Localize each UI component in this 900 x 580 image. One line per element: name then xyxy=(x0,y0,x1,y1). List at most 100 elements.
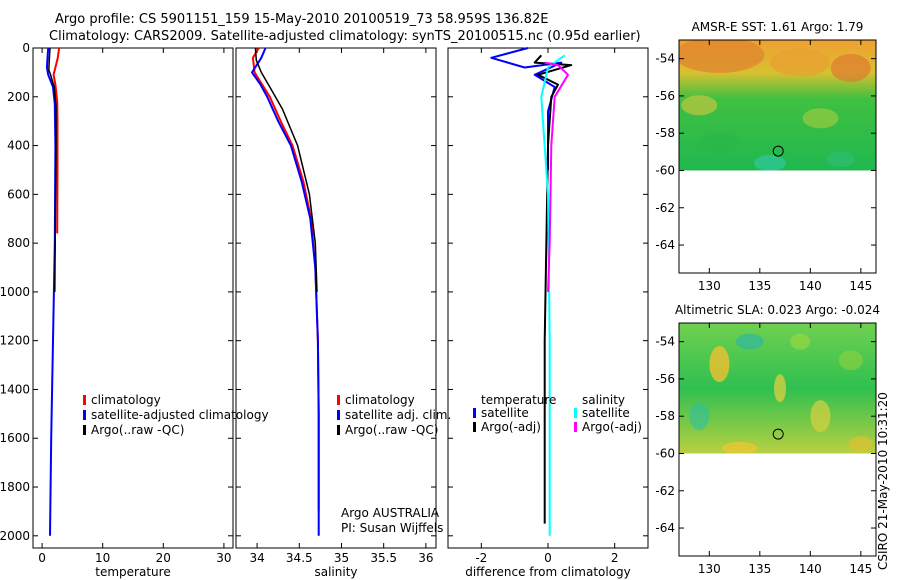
difference-xlabel: difference from climatology xyxy=(465,565,631,579)
figure-title-line2: Climatology: CARS2009. Satellite-adjuste… xyxy=(49,29,641,44)
float-annotation: Argo AUSTRALIA xyxy=(341,506,440,520)
amsre-sst-ytick-label: -62 xyxy=(655,201,675,215)
difference-xtick-label: 0 xyxy=(544,551,552,565)
depth-tick-label: 2000 xyxy=(0,529,30,543)
depth-tick-label: 600 xyxy=(7,187,30,201)
amsre-sst-anomaly xyxy=(753,155,786,171)
altimetric-sla-anomaly xyxy=(721,441,758,454)
amsre-sst-anomaly xyxy=(681,95,718,116)
diff-legend-sal-argo: Argo(-adj) xyxy=(582,420,642,434)
amsre-sst-ytick-label: -58 xyxy=(655,126,675,140)
temperature-series-line xyxy=(52,47,61,234)
altimetric-sla-ytick-label: -56 xyxy=(655,372,675,386)
temperature-legend-entry: climatology xyxy=(91,393,161,407)
altimetric-sla-anomaly xyxy=(735,333,764,350)
amsre-sst-frame xyxy=(678,39,877,274)
temperature-xtick-label: 10 xyxy=(95,551,110,565)
altimetric-sla-title: Altimetric SLA: 0.023 Argo: -0.024 xyxy=(675,303,880,317)
salinity-xtick-label: 34 xyxy=(249,551,264,565)
altimetric-sla-xtick-label: 135 xyxy=(748,562,771,576)
salinity-xtick-label: 35.5 xyxy=(370,551,397,565)
salinity-series-line xyxy=(254,47,318,292)
salinity-legend-entry: satellite adj. clim. xyxy=(345,408,451,422)
amsre-sst-title: AMSR-E SST: 1.61 Argo: 1.79 xyxy=(692,20,864,34)
difference-series-line xyxy=(544,61,569,292)
amsre-sst-anomaly xyxy=(679,40,765,73)
pi-annotation: PI: Susan Wijffels xyxy=(341,521,443,535)
temperature-legend-entry-swatch xyxy=(83,395,86,405)
altimetric-sla-xtick-label: 140 xyxy=(799,562,822,576)
temperature-legend-entry: Argo(..raw -QC) xyxy=(91,423,184,437)
temperature-frame xyxy=(32,47,234,549)
altimetric-sla-anomaly xyxy=(810,400,831,433)
amsre-sst-anomaly xyxy=(830,53,871,82)
altimetric-sla-argo-marker xyxy=(772,428,784,440)
altimetric-sla-map: 130 135 140 145 -54 -56 -58 -60 -62 -64 Altimetric… xyxy=(655,303,880,576)
amsre-sst-ytick-label: -54 xyxy=(655,52,675,66)
amsre-sst-anomaly xyxy=(802,108,839,129)
temperature-legend-entry: satellite-adjusted climatology xyxy=(91,408,269,422)
altimetric-sla-anomaly xyxy=(689,402,710,431)
amsre-sst-argo-marker xyxy=(772,145,784,157)
salinity-xtick-label: 34.5 xyxy=(286,551,313,565)
figure-title-line1: Argo profile: CS 5901151_159 15-May-2010… xyxy=(55,12,549,27)
depth-tick-label: 400 xyxy=(7,139,30,153)
amsre-sst-anomaly xyxy=(699,132,740,153)
temperature-xtick-label: 30 xyxy=(216,551,231,565)
temperature-panel: 0 10 20 30 temperature 0 200 400 600 800 1000 1200 1… xyxy=(0,41,269,579)
altimetric-sla-anomalies xyxy=(689,333,873,454)
salinity-legend-entry-swatch xyxy=(337,425,340,435)
difference-xtick-label: 2 xyxy=(611,551,619,565)
amsre-sst-xtick-label: 130 xyxy=(698,279,721,293)
amsre-sst-ytick-label: -60 xyxy=(655,163,675,177)
amsre-sst-xtick-label: 145 xyxy=(849,279,872,293)
salinity-legend-entry: Argo(..raw -QC) xyxy=(345,423,438,437)
altimetric-sla-xtick-label: 145 xyxy=(849,562,872,576)
altimetric-sla-anomaly xyxy=(790,333,811,350)
diff-legend-temp-satellite-swatch xyxy=(473,408,476,418)
amsre-sst-ytick-label: -64 xyxy=(655,238,675,252)
amsre-sst-xtick-label: 135 xyxy=(748,279,771,293)
depth-tick-label: 0 xyxy=(22,41,30,55)
amsre-sst-anomalies xyxy=(679,40,871,171)
altimetric-sla-ytick-label: -58 xyxy=(655,409,675,423)
temperature-series-line xyxy=(45,47,57,536)
altimetric-sla-xtick-label: 130 xyxy=(698,562,721,576)
diff-legend-salinity-title: salinity xyxy=(582,393,625,407)
diff-legend-temp-argo: Argo(-adj) xyxy=(481,420,541,434)
altimetric-sla-anomaly xyxy=(709,346,730,383)
amsre-sst-map: 130 135 140 145 -54 -56 -58 -60 -62 -64 AMSR-E SST… xyxy=(655,20,877,293)
temperature-legend-entry-swatch xyxy=(83,425,86,435)
salinity-xtick-label: 35 xyxy=(334,551,349,565)
amsre-sst-anomaly xyxy=(770,48,831,77)
depth-tick-label: 1000 xyxy=(0,285,30,299)
temperature-xtick-label: 20 xyxy=(156,551,171,565)
diff-legend-sal-satellite: satellite xyxy=(582,406,630,420)
salinity-xlabel: salinity xyxy=(314,565,357,579)
altimetric-sla-ytick-label: -60 xyxy=(655,446,675,460)
temperature-xlabel: temperature xyxy=(95,565,170,579)
altimetric-sla-frame xyxy=(678,322,877,557)
diff-legend-sal-satellite-swatch xyxy=(574,408,577,418)
altimetric-sla-ytick-label: -62 xyxy=(655,484,675,498)
altimetric-sla-anomaly xyxy=(838,350,863,371)
temperature-series-line xyxy=(48,47,57,292)
depth-tick-label: 1800 xyxy=(0,480,30,494)
amsre-sst-xtick-label: 140 xyxy=(799,279,822,293)
diff-legend-sal-argo-swatch xyxy=(574,422,577,432)
altimetric-sla-anomaly xyxy=(774,374,787,403)
altimetric-sla-ytick-label: -64 xyxy=(655,521,675,535)
altimetric-sla-ytick-label: -54 xyxy=(655,335,675,349)
temperature-xtick-label: 0 xyxy=(38,551,46,565)
depth-tick-label: 800 xyxy=(7,236,30,250)
salinity-panel: 34 34.5 35 35.5 36 salinity climatologysatelli… xyxy=(235,47,451,579)
amsre-sst-anomaly xyxy=(826,151,855,168)
salinity-legend-entry-swatch xyxy=(337,395,340,405)
depth-tick-label: 1200 xyxy=(0,334,30,348)
altimetric-sla-anomaly xyxy=(848,436,873,453)
diff-legend-temp-argo-swatch xyxy=(473,422,476,432)
salinity-frame xyxy=(235,47,437,549)
diff-legend-temperature-title: temperature xyxy=(481,393,556,407)
